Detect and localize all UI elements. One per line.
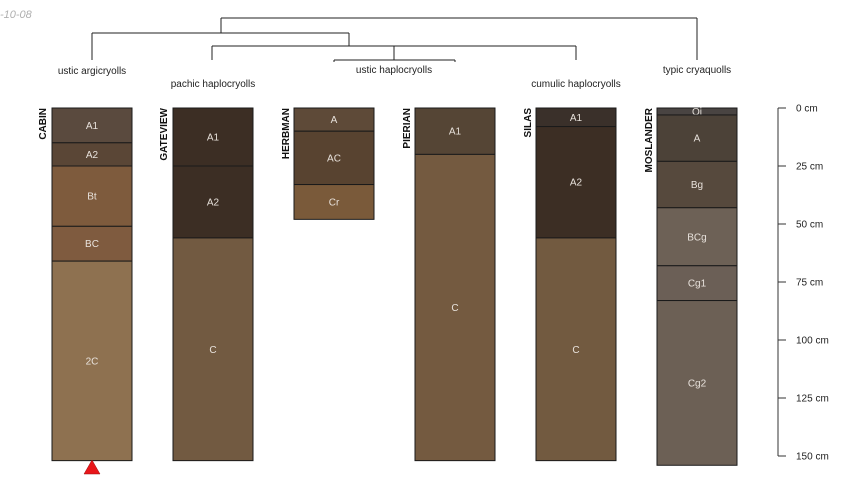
horizon-label: 2C <box>86 356 99 367</box>
horizon-herbman-cr <box>293 184 375 220</box>
horizon-herbman-ac <box>293 130 375 186</box>
taxon-label-cabin: ustic argicryolls <box>58 66 126 77</box>
horizon-label: Bg <box>691 180 703 191</box>
depth-tick-label: 0 cm <box>796 104 818 115</box>
horizon-label: Oi <box>692 107 702 118</box>
horizon-cabin-a1 <box>51 107 133 144</box>
horizon-label: C <box>572 345 579 356</box>
horizon-label: C <box>209 345 216 356</box>
depth-tick-label: 100 cm <box>796 336 829 347</box>
horizon-label: C <box>451 303 458 314</box>
profile-name-silas: SILAS <box>523 108 534 138</box>
horizon-label: Cg2 <box>688 378 707 389</box>
profile-names: CABIN GATEVIEW HERBMAN PIERIAN SILAS MOS… <box>38 107 655 172</box>
depth-tick-label: 25 cm <box>796 162 823 173</box>
horizon-label: Cr <box>329 197 340 208</box>
horizon-label: A <box>694 134 701 145</box>
horizon-label: A <box>331 115 338 126</box>
profile-column-moslander: Oi A Bg BCg Cg1 Cg2 <box>656 107 738 466</box>
profile-column-pierian: A1 C <box>414 107 496 462</box>
horizon-label: A1 <box>449 127 462 138</box>
horizon-label: BCg <box>687 232 706 243</box>
taxon-label-moslander: typic cryaquolls <box>663 65 731 76</box>
red-triangle-marker <box>83 459 101 475</box>
cluster-dendrogram <box>91 17 698 62</box>
profile-column-gateview: A1 A2 C <box>172 107 254 462</box>
profile-column-herbman: A AC Cr <box>293 107 375 220</box>
horizon-label: AC <box>327 153 341 164</box>
depth-tick-label: 150 cm <box>796 452 829 463</box>
depth-tick-label: 125 cm <box>796 394 829 405</box>
taxon-label-silas: cumulic haplocryolls <box>531 79 620 90</box>
depth-tick-label: 50 cm <box>796 220 823 231</box>
horizon-moslander-a <box>656 114 738 162</box>
taxon-label-herbman: ustic haplocryolls <box>356 65 432 76</box>
profile-columns: A1 A2 Bt BC 2C A1 A2 C A AC Cr A1 C A1 A2 C Oi A Bg BCg Cg1 C… <box>51 107 738 466</box>
profile-name-pierian: PIERIAN <box>402 108 413 149</box>
horizon-label: A2 <box>86 150 99 161</box>
horizon-label: A1 <box>86 121 99 132</box>
taxon-label-gateview: pachic haplocryolls <box>171 79 256 90</box>
horizon-cabin-2c <box>51 260 133 462</box>
horizon-label: A1 <box>570 113 583 124</box>
depth-tick-label: 75 cm <box>796 278 823 289</box>
horizon-moslander-cg1 <box>656 265 738 302</box>
horizon-cabin-bc <box>51 225 133 262</box>
horizon-cabin-bt <box>51 165 133 227</box>
horizon-label: Cg1 <box>688 279 707 290</box>
horizon-moslander-cg2 <box>656 300 738 466</box>
horizon-pierian-c <box>414 153 496 462</box>
profile-name-moslander: MOSLANDER <box>644 107 655 172</box>
horizon-moslander-bg <box>656 160 738 209</box>
date-label: -10-08 <box>0 9 33 21</box>
horizon-silas-c <box>535 237 617 462</box>
horizon-gateview-a1 <box>172 107 254 167</box>
profile-column-cabin: A1 A2 Bt BC 2C <box>51 107 133 462</box>
horizon-label: A2 <box>570 178 583 189</box>
profile-name-gateview: GATEVIEW <box>159 107 170 160</box>
taxon-labels: ustic argicryolls pachic haplocryolls us… <box>58 65 731 90</box>
horizon-moslander-bcg <box>656 207 738 267</box>
profile-name-cabin: CABIN <box>38 108 49 140</box>
profile-name-herbman: HERBMAN <box>281 108 292 159</box>
horizon-gateview-c <box>172 237 254 462</box>
horizon-gateview-a2 <box>172 165 254 239</box>
horizon-label: A1 <box>207 133 220 144</box>
horizon-label: Bt <box>87 192 97 203</box>
horizon-label: A2 <box>207 197 220 208</box>
horizon-label: BC <box>85 239 99 250</box>
depth-axis: 0 cm 25 cm 50 cm 75 cm 100 cm 125 cm 150 cm <box>777 104 829 463</box>
horizon-silas-a2 <box>535 126 617 239</box>
profile-column-silas: A1 A2 C <box>535 107 617 462</box>
